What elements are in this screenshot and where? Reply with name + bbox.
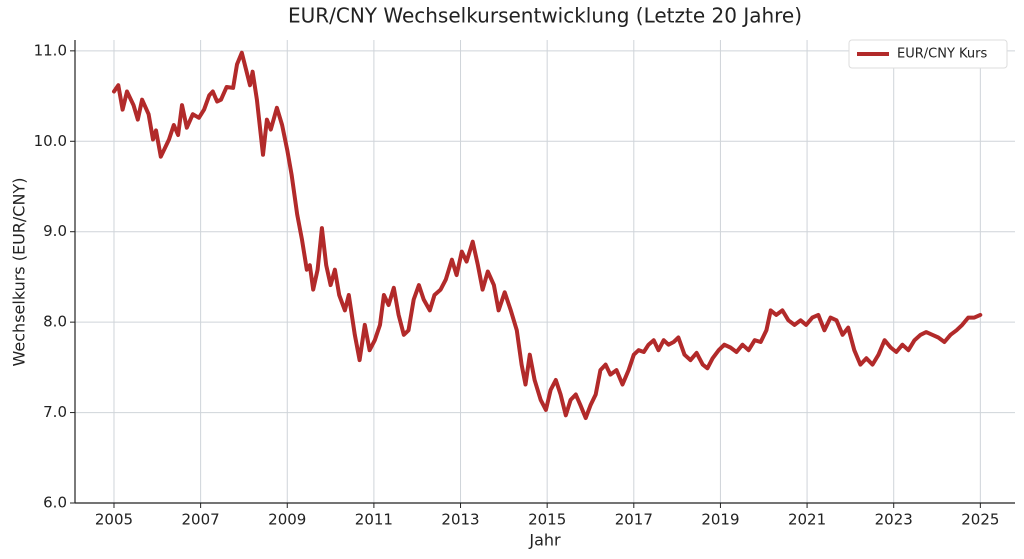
x-tick-label: 2009 (268, 511, 306, 529)
x-tick-label: 2017 (615, 511, 653, 529)
legend-box (848, 39, 1008, 69)
legend-label: EUR/CNY Kurs (897, 47, 987, 62)
x-axis-label: Jahr (528, 531, 561, 550)
y-tick-label: 7.0 (43, 403, 67, 421)
x-tick-label: 2007 (182, 511, 220, 529)
y-tick-label: 11.0 (34, 41, 67, 59)
data-line (112, 50, 983, 420)
y-tick-label: 9.0 (43, 222, 67, 240)
x-tick-label: 2005 (95, 511, 133, 529)
x-tick-label: 2025 (961, 511, 999, 529)
y-tick-label: 6.0 (43, 494, 67, 512)
x-tick-label: 2013 (441, 511, 479, 529)
y-axis-label: Wechselkurs (EUR/CNY) (10, 178, 29, 367)
y-tick-label: 8.0 (43, 313, 67, 331)
x-tick-label: 2021 (788, 511, 826, 529)
x-tick-label: 2011 (355, 511, 393, 529)
x-tick-label: 2023 (875, 511, 913, 529)
x-tick-label: 2015 (528, 511, 566, 529)
chart-title: EUR/CNY Wechselkursentwicklung (Letzte 2… (288, 4, 802, 28)
y-tick-label: 10.0 (34, 132, 67, 150)
x-tick-label: 2019 (701, 511, 739, 529)
